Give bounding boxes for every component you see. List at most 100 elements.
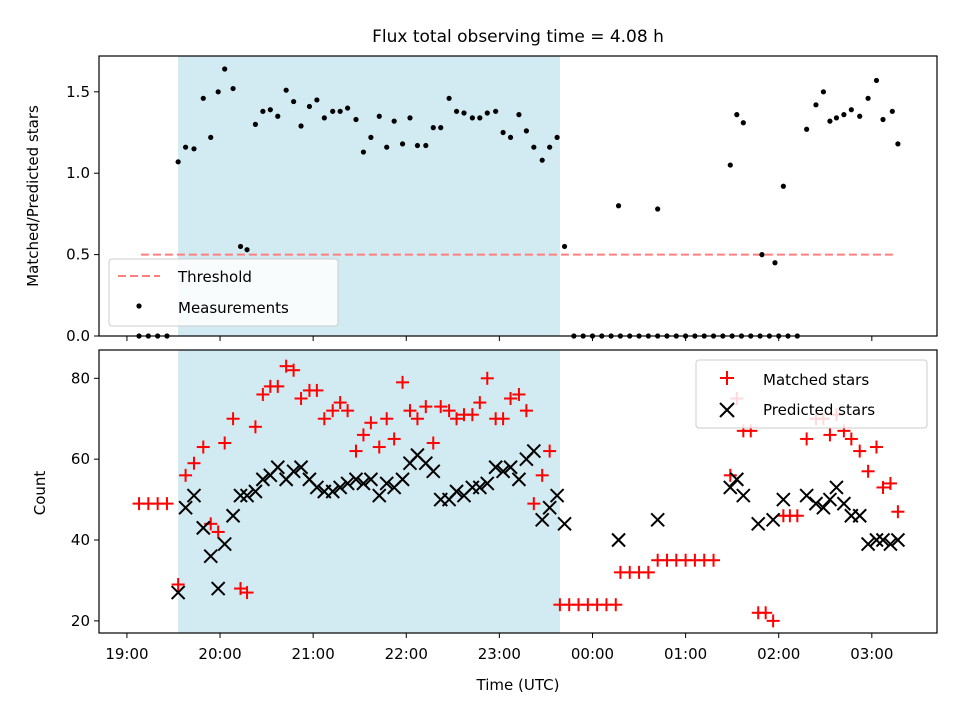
matched-star-point [480,371,494,385]
matched-star-point [294,392,308,406]
predicted-star-point [852,508,867,523]
measurement-point [461,110,467,116]
matched-star-point [271,379,285,393]
matched-star-point [496,412,510,426]
measurement-point [453,108,460,114]
matched-star-point [410,412,424,426]
predicted-star-point [526,443,542,459]
predicted-star-point [332,480,348,495]
measurement-point [813,102,819,108]
measurement-point [833,115,840,121]
legend-predicted-label: Predicted stars [763,401,875,419]
matched-star-point [187,456,201,470]
predicted-star-point [286,464,301,479]
predicted-star-point [170,585,186,600]
measurement-point [252,121,259,127]
predicted-star-point [557,516,572,532]
top-ytick-label: 0.0 [66,327,90,345]
measurement-point [423,142,429,149]
matched-star-point [287,363,301,377]
matched-star-point [387,432,401,446]
measurement-point [561,243,568,250]
predicted-star-point [255,472,271,487]
measurement-point [330,108,336,114]
legend-predicted-swatch [719,402,735,418]
predicted-star-point [549,488,565,503]
predicted-star-point [480,476,495,491]
measurement-point [399,141,406,147]
predicted-star-point [186,488,202,503]
legend-matched-label: Matched stars [763,371,869,389]
matched-star-point [364,416,378,430]
matched-star-point [396,375,410,389]
predicted-star-point [808,496,824,511]
x-axis-label: Time (UTC) [476,676,560,694]
measurement-point [430,125,436,131]
matched-star-point [442,404,456,418]
measurement-point [554,134,560,140]
matched-star-point [226,412,240,426]
measurement-point [820,89,827,95]
measurement-point [523,128,529,134]
measurement-point [734,112,740,118]
predicted-star-point [875,532,891,548]
measurement-point [298,123,304,129]
matched-star-point [800,432,814,446]
matched-star-point [790,509,804,523]
predicted-star-point [836,496,852,511]
matched-star-point [543,444,557,458]
legend-measurements-swatch [136,303,142,309]
matched-star-point [535,468,549,482]
measurement-point [267,107,273,113]
predicted-star-point [449,484,464,499]
predicted-star-point [309,480,325,495]
legend-measurements-label: Measurements [178,299,289,317]
chart-title: Flux total observing time = 4.08 h [372,27,664,47]
measurement-point [384,144,390,150]
predicted-star-point [472,480,488,495]
predicted-star-point [356,476,371,491]
matched-star-point [403,404,417,418]
predicted-star-point [372,488,387,503]
top-legend-box [108,258,339,327]
measurement-point [477,115,483,121]
matched-star-point [891,505,905,519]
predicted-star-point [535,512,550,528]
top-legend: Threshold Measurements [108,258,339,327]
matched-star-point [504,392,518,406]
matched-star-point [450,412,464,426]
matched-star-point [317,412,331,426]
matched-star-point [349,444,363,458]
measurement-point [889,108,895,114]
legend-matched-swatch [720,371,734,385]
matched-star-point [883,476,897,490]
measurement-point [759,252,765,258]
measurement-point [222,66,228,72]
predicted-star-point [248,484,263,499]
predicted-star-point [178,500,193,515]
matched-star-point [279,359,293,373]
predicted-star-point [736,488,751,503]
measurement-point [780,183,786,189]
measurement-point [539,157,545,163]
predicted-star-point [395,472,410,487]
measurement-point [215,89,221,95]
measurement-point [337,108,343,114]
predicted-star-point [233,488,248,503]
bottom-ytick-label: 40 [71,531,90,549]
measurement-point [291,98,297,105]
measurement-point [500,129,506,136]
measurement-point [208,134,214,140]
matched-star-point [869,440,883,454]
predicted-star-point [495,464,511,479]
predicted-star-point [217,536,232,552]
predicted-star-point [611,532,626,548]
measurement-point [857,113,863,119]
measurement-point [655,206,661,212]
measurement-point [880,116,886,123]
matched-star-point [160,497,174,511]
matched-star-point [356,428,370,442]
matched-star-point [876,480,890,494]
matched-star-point [372,440,386,454]
predicted-star-point [883,536,898,552]
